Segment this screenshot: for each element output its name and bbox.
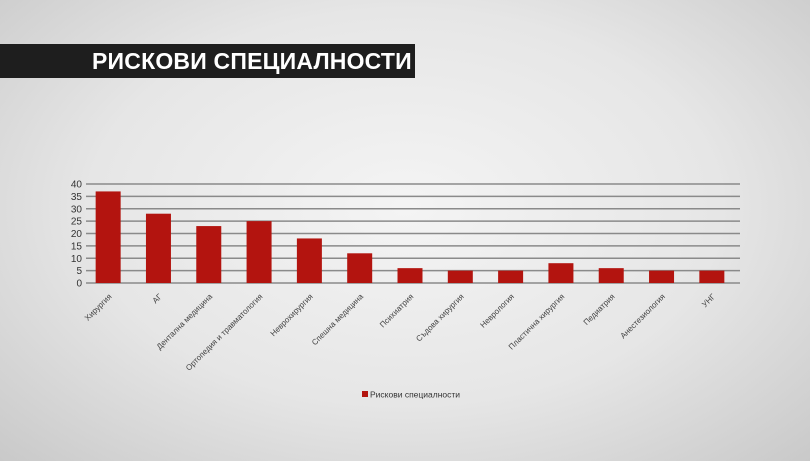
bar (447, 270, 473, 283)
bar (548, 263, 574, 283)
bar (598, 268, 624, 283)
y-tick-label: 15 (71, 241, 83, 252)
bar (145, 213, 171, 283)
x-tick-label: Неврохирургия (269, 292, 315, 338)
x-tick-label: Психиатрия (378, 292, 415, 329)
bar (246, 221, 272, 283)
x-tick-label: Съдова хирургия (414, 292, 465, 343)
x-tick-label: Педиатрия (582, 292, 617, 327)
x-tick-label: Хирургия (83, 292, 114, 323)
legend-swatch (362, 391, 368, 397)
bar (498, 270, 524, 283)
bar (397, 268, 423, 283)
x-tick-label: Неврология (478, 292, 516, 330)
bar (649, 270, 675, 283)
bar (699, 270, 725, 283)
y-tick-label: 10 (71, 254, 83, 265)
x-tick-label: Дентална медицина (155, 292, 215, 352)
legend-label: Рискови специалности (370, 390, 460, 400)
bar (296, 238, 322, 283)
y-tick-label: 30 (71, 204, 83, 215)
title-banner: РИСКОВИ СПЕЦИАЛНОСТИ (0, 44, 415, 78)
y-tick-label: 0 (76, 279, 82, 290)
bar (347, 253, 373, 283)
x-tick-label: УНГ (700, 292, 718, 310)
y-tick-label: 40 (71, 180, 83, 191)
y-tick-label: 35 (71, 192, 83, 203)
x-tick-label: Анестезиология (619, 292, 667, 340)
x-tick-label: Пластична хирургия (507, 292, 567, 352)
x-tick-label: АГ (151, 292, 165, 306)
y-tick-label: 20 (71, 229, 83, 240)
y-tick-label: 5 (76, 266, 82, 277)
bar (196, 226, 222, 283)
bar (95, 191, 121, 283)
page-title: РИСКОВИ СПЕЦИАЛНОСТИ (92, 48, 412, 74)
x-tick-label: Спешна медицина (310, 292, 365, 347)
y-tick-label: 25 (71, 217, 83, 228)
